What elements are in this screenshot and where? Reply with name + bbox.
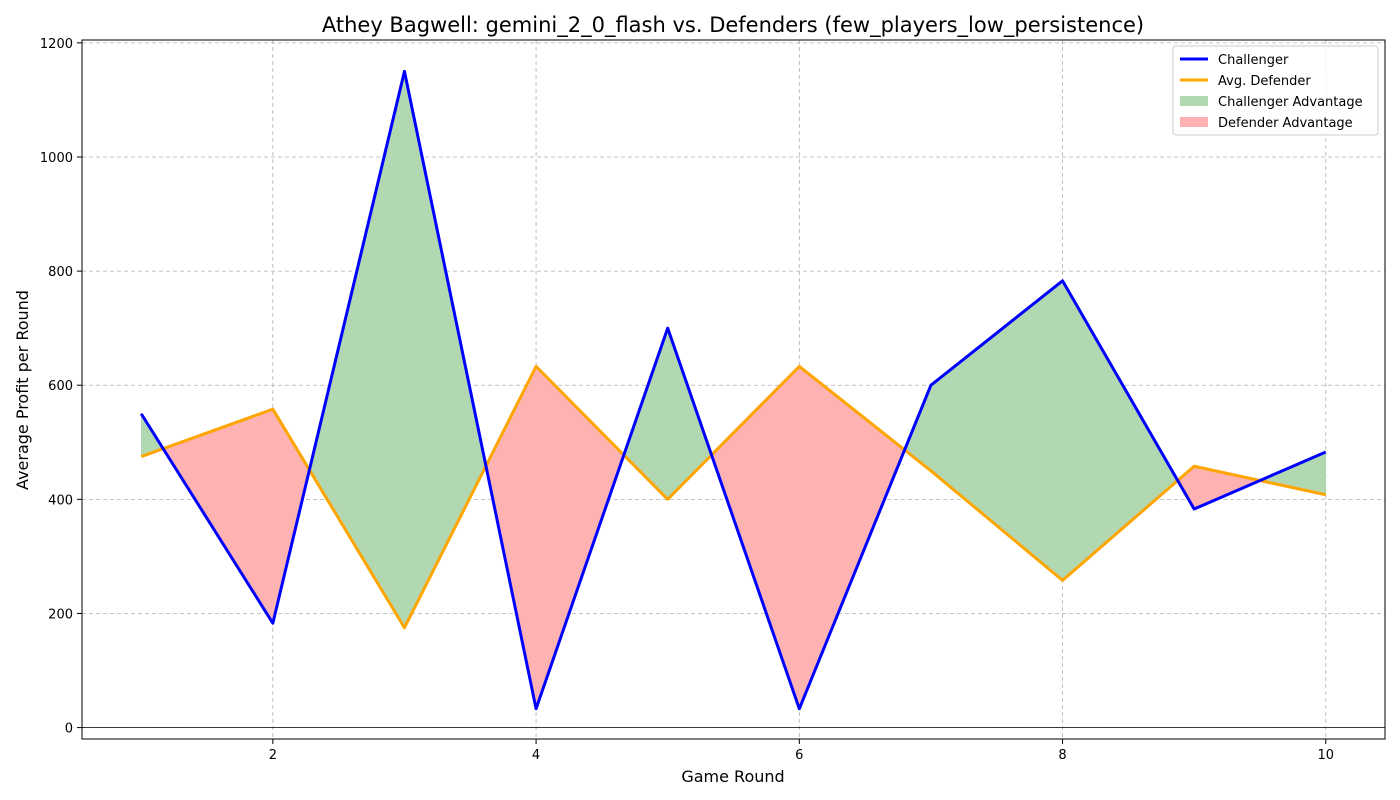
legend-label-challenger-advantage: Challenger Advantage bbox=[1218, 95, 1363, 110]
legend-swatch-defender-advantage bbox=[1180, 117, 1208, 127]
x-tick-label-4: 4 bbox=[532, 748, 540, 763]
x-tick-label-2: 2 bbox=[269, 748, 277, 763]
y-tick-label-0: 0 bbox=[65, 722, 73, 737]
defender-advantage-area-3-0 bbox=[535, 365, 625, 709]
series-line-challenger bbox=[139, 69, 1327, 711]
y-axis: 0 200 400 600 800 1000 1200 bbox=[40, 37, 82, 737]
defender-advantage-area-5-0 bbox=[799, 365, 905, 709]
y-tick-label-1000: 1000 bbox=[40, 151, 73, 166]
x-axis: 2 4 6 8 10 bbox=[269, 739, 1334, 763]
y-tick-label-1200: 1200 bbox=[40, 37, 73, 52]
legend-box bbox=[1172, 45, 1379, 136]
challenger-advantage-area-4-0 bbox=[667, 328, 712, 500]
legend-swatch-challenger-advantage bbox=[1180, 96, 1208, 106]
y-tick-label-400: 400 bbox=[48, 493, 73, 508]
y-tick-label-200: 200 bbox=[48, 607, 73, 622]
y-tick-label-600: 600 bbox=[48, 379, 73, 394]
chart-title: Athey Bagwell: gemini_2_0_flash vs. Defe… bbox=[322, 13, 1144, 38]
x-tick-label-10: 10 bbox=[1317, 748, 1334, 763]
x-axis-label: Game Round bbox=[681, 767, 784, 786]
fill-areas bbox=[140, 71, 1327, 709]
defender-advantage-area-4-1 bbox=[711, 365, 800, 709]
challenger-advantage-area-7-0 bbox=[1062, 279, 1179, 581]
legend-label-defender-advantage: Defender Advantage bbox=[1218, 116, 1353, 131]
grid bbox=[82, 40, 1385, 739]
legend-label-challenger: Challenger bbox=[1218, 53, 1289, 68]
legend: Challenger Avg. Defender Challenger Adva… bbox=[1172, 45, 1379, 136]
legend-label-defender: Avg. Defender bbox=[1218, 74, 1311, 89]
x-tick-label-8: 8 bbox=[1058, 748, 1066, 763]
challenger-advantage-area-6-0 bbox=[930, 280, 1063, 581]
challenger-advantage-area-3-1 bbox=[623, 328, 668, 500]
series-lines bbox=[139, 69, 1327, 711]
x-tick-label-6: 6 bbox=[795, 748, 803, 763]
challenger-advantage-area-1-1 bbox=[309, 71, 405, 629]
y-tick-label-800: 800 bbox=[48, 265, 73, 280]
plot-frame bbox=[81, 39, 1386, 740]
series-line-avg-defender bbox=[140, 364, 1327, 630]
y-axis-label: Average Profit per Round bbox=[13, 290, 32, 490]
